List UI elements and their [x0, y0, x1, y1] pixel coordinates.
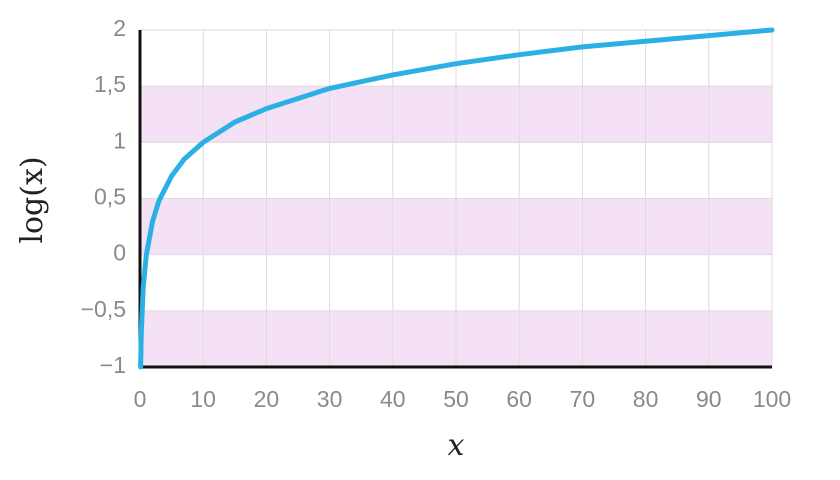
y-tick-label: −0,5: [81, 296, 126, 322]
x-tick-label: 60: [506, 386, 532, 412]
y-tick-label: 2: [113, 15, 126, 41]
x-tick-label: 70: [570, 386, 596, 412]
y-tick-label: 0: [113, 240, 126, 266]
line-series: [138, 27, 775, 370]
x-tick-label: 80: [633, 386, 659, 412]
x-tick-label: 20: [254, 386, 280, 412]
x-tick-label: 10: [190, 386, 216, 412]
x-tick-label: 50: [443, 386, 469, 412]
y-axis-label: log(x): [15, 156, 50, 243]
y-tick-label: 1,5: [94, 71, 126, 97]
x-tick-label: 40: [380, 386, 406, 412]
x-tick-label: 90: [696, 386, 722, 412]
x-axis-label: x: [448, 428, 465, 463]
y-tick-label: 0,5: [94, 184, 126, 210]
x-tick-label: 100: [753, 386, 791, 412]
y-tick-label: −1: [100, 352, 126, 378]
y-tick-label: 1: [113, 127, 126, 153]
x-tick-label: 30: [317, 386, 343, 412]
x-tick-label: 0: [134, 386, 147, 412]
